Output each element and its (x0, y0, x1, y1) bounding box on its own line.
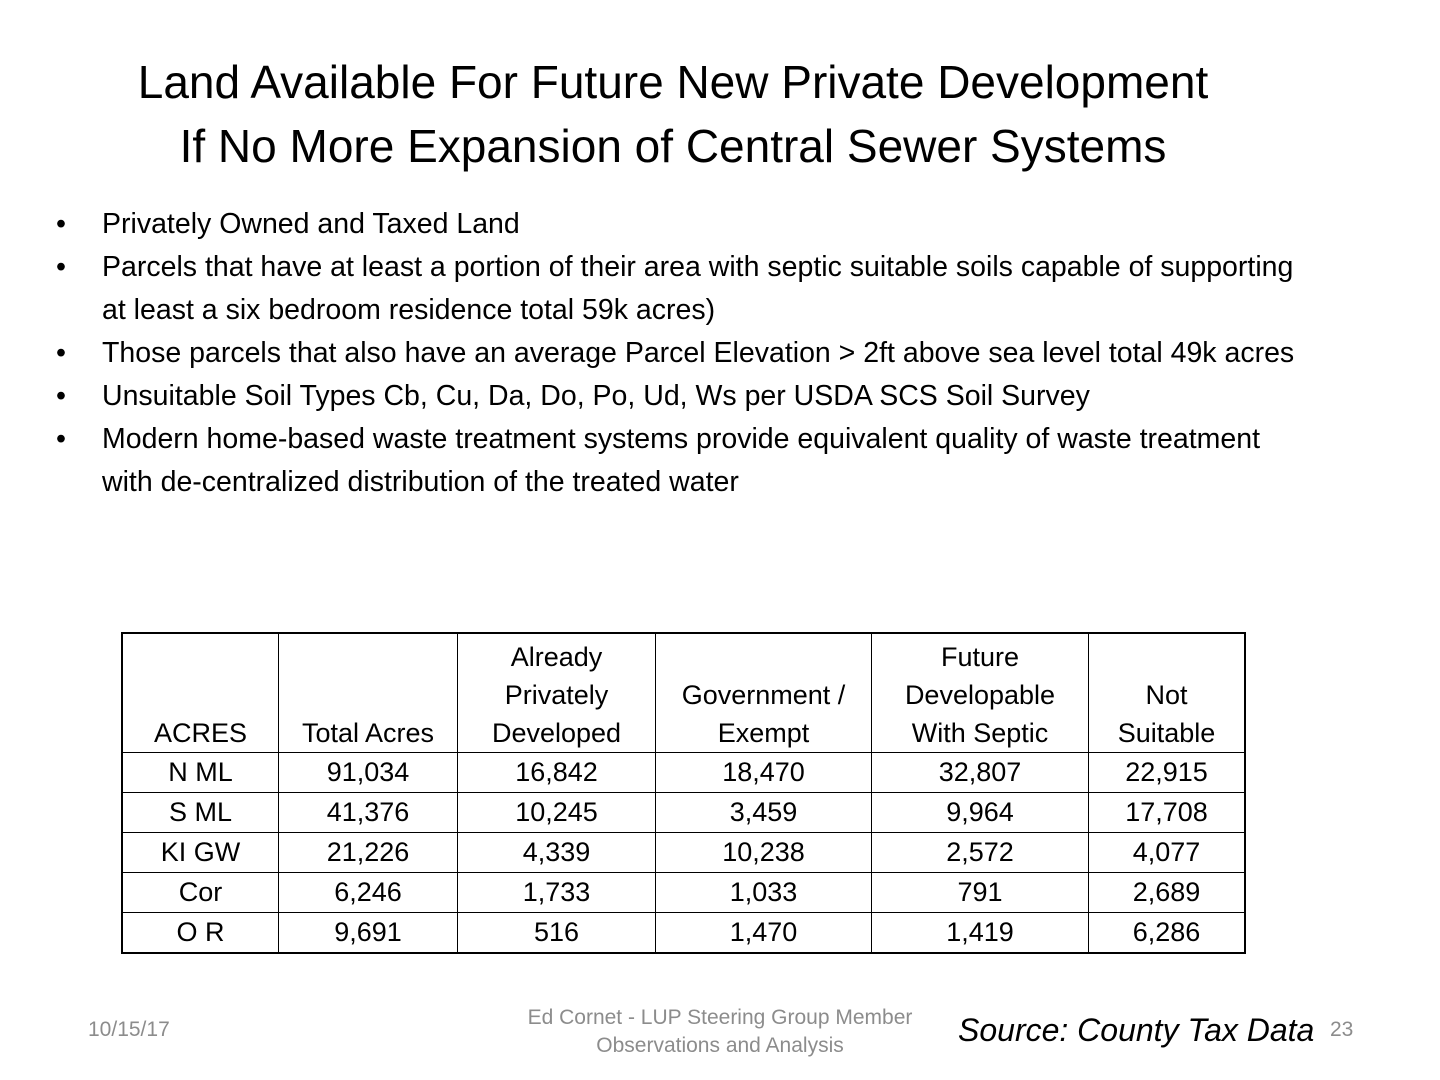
cell-developed: 10,245 (457, 792, 656, 833)
cell-total-acres: 21,226 (278, 832, 458, 873)
source-note: Source: County Tax Data (958, 1012, 1315, 1048)
cell-developed: 516 (457, 912, 656, 954)
table-header-row: ACRES Total Acres Already Privately Deve… (121, 632, 1246, 753)
cell-developed: 1,733 (457, 872, 656, 913)
acres-table: ACRES Total Acres Already Privately Deve… (121, 632, 1246, 954)
cell-region: S ML (121, 792, 279, 833)
cell-total-acres: 41,376 (278, 792, 458, 833)
table-row: S ML 41,376 10,245 3,459 9,964 17,708 (121, 792, 1246, 833)
cell-future: 2,572 (871, 832, 1089, 873)
cell-government: 1,470 (655, 912, 872, 954)
cell-government: 18,470 (655, 752, 872, 793)
cell-future: 791 (871, 872, 1089, 913)
bullet-glyph: • (56, 251, 66, 283)
cell-not-suitable: 6,286 (1088, 912, 1246, 954)
cell-not-suitable: 4,077 (1088, 832, 1246, 873)
slide-title: Land Available For Future New Private De… (0, 50, 1346, 178)
cell-total-acres: 6,246 (278, 872, 458, 913)
header-total-acres: Total Acres (278, 632, 458, 753)
bullet-text: Parcels that have at least a portion of … (102, 251, 1294, 326)
cell-not-suitable: 22,915 (1088, 752, 1246, 793)
bullet-item: • Parcels that have at least a portion o… (56, 246, 1316, 332)
footer-author-line-1: Ed Cornet - LUP Steering Group Member (527, 1006, 913, 1029)
bullet-item: • Unsuitable Soil Types Cb, Cu, Da, Do, … (56, 375, 1316, 418)
cell-not-suitable: 2,689 (1088, 872, 1246, 913)
cell-region: O R (121, 912, 279, 954)
table-row: KI GW 21,226 4,339 10,238 2,572 4,077 (121, 832, 1246, 873)
table-row: Cor 6,246 1,733 1,033 791 2,689 (121, 872, 1246, 913)
cell-region: Cor (121, 872, 279, 913)
bullet-text: Unsuitable Soil Types Cb, Cu, Da, Do, Po… (102, 380, 1090, 412)
footer-date: 10/15/17 (88, 1018, 170, 1041)
header-already-developed: Already Privately Developed (457, 632, 656, 753)
bullet-glyph: • (56, 208, 66, 240)
cell-government: 1,033 (655, 872, 872, 913)
title-line-1: Land Available For Future New Private De… (137, 56, 1209, 108)
cell-government: 3,459 (655, 792, 872, 833)
bullet-text: Modern home-based waste treatment system… (102, 423, 1260, 498)
table-row: N ML 91,034 16,842 18,470 32,807 22,915 (121, 752, 1246, 793)
header-government-exempt: Government / Exempt (655, 632, 872, 753)
cell-developed: 16,842 (457, 752, 656, 793)
cell-future: 1,419 (871, 912, 1089, 954)
cell-government: 10,238 (655, 832, 872, 873)
header-acres: ACRES (121, 632, 279, 753)
bullet-item: • Privately Owned and Taxed Land (56, 203, 1316, 246)
table-row: O R 9,691 516 1,470 1,419 6,286 (121, 912, 1246, 954)
header-future-developable: Future Developable With Septic (871, 632, 1089, 753)
footer-author-line-2: Observations and Analysis (596, 1034, 844, 1057)
footer-author: Ed Cornet - LUP Steering Group Member Ob… (480, 1004, 960, 1060)
cell-not-suitable: 17,708 (1088, 792, 1246, 833)
bullet-text: Those parcels that also have an average … (102, 337, 1295, 369)
cell-region: N ML (121, 752, 279, 793)
cell-total-acres: 9,691 (278, 912, 458, 954)
cell-region: KI GW (121, 832, 279, 873)
cell-total-acres: 91,034 (278, 752, 458, 793)
title-line-2: If No More Expansion of Central Sewer Sy… (179, 120, 1167, 172)
bullet-list: • Privately Owned and Taxed Land • Parce… (56, 203, 1316, 504)
cell-future: 9,964 (871, 792, 1089, 833)
cell-developed: 4,339 (457, 832, 656, 873)
page-number: 23 (1330, 1018, 1354, 1041)
bullet-item: • Those parcels that also have an averag… (56, 332, 1316, 375)
bullet-glyph: • (56, 423, 66, 455)
bullet-text: Privately Owned and Taxed Land (102, 208, 520, 240)
cell-future: 32,807 (871, 752, 1089, 793)
bullet-glyph: • (56, 380, 66, 412)
bullet-glyph: • (56, 337, 66, 369)
bullet-item: • Modern home-based waste treatment syst… (56, 418, 1316, 504)
header-not-suitable: Not Suitable (1088, 632, 1246, 753)
